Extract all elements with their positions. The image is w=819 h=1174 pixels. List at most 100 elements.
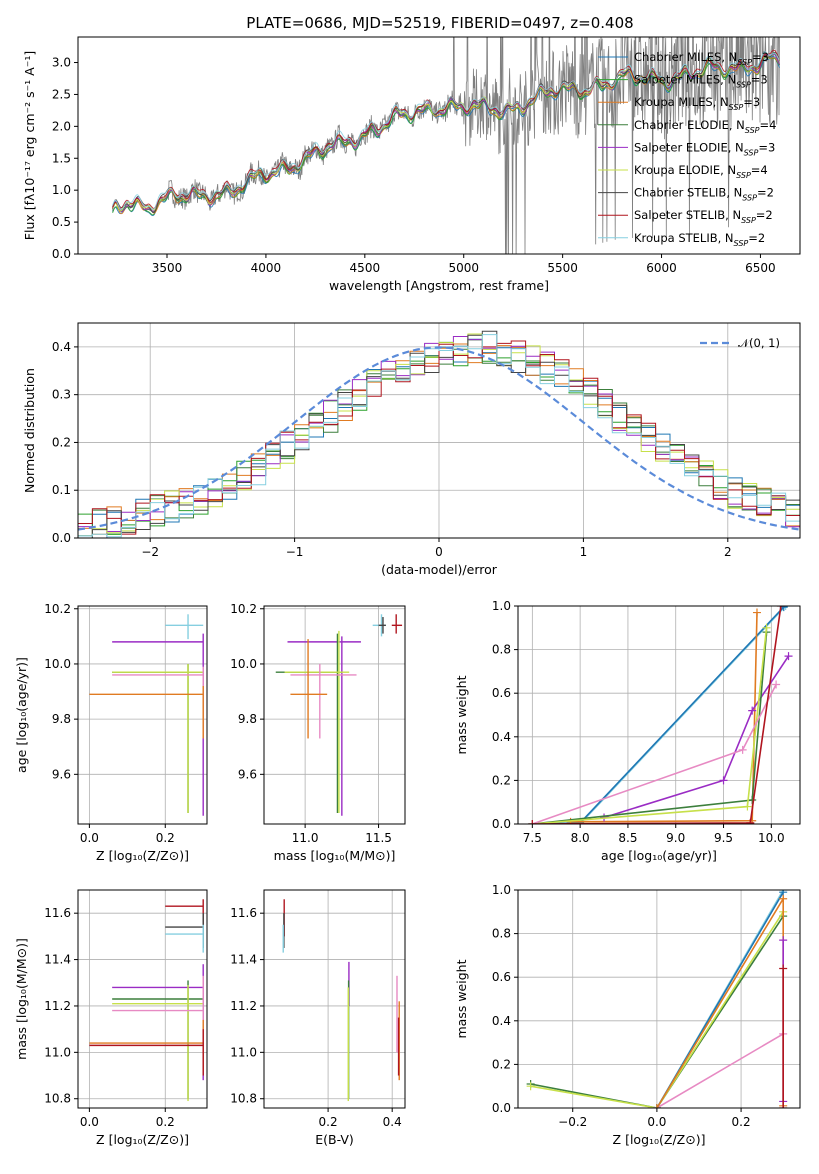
histogram-step — [78, 340, 800, 535]
x-tick-label: 7.5 — [523, 831, 542, 845]
legend-subscript: SSP — [745, 126, 760, 135]
x-tick-label: 3500 — [152, 261, 183, 275]
y-tick-label: 11.2 — [44, 999, 71, 1013]
axes-front: 0.0 0.2 9.6 9.8 10.0 10.2 Z [log₁₀(Z/Z⊙)] age [… — [14, 602, 208, 863]
x-axis-label: mass [log₁₀(M/M⊙)] — [274, 848, 396, 863]
legend-subscript: SSP — [741, 216, 756, 225]
x-tick-label: 2 — [724, 545, 732, 559]
x-axis-label: Z [log₁₀(Z/Z⊙)] — [613, 1132, 706, 1147]
model-spectrum-line — [112, 49, 781, 209]
x-tick-label: 0.4 — [383, 1115, 402, 1129]
histogram-step — [78, 334, 800, 538]
axes-frame — [263, 889, 406, 1109]
y-tick-label: 10.8 — [44, 1092, 71, 1106]
plot-area — [282, 899, 400, 1102]
y-axis-label: age [log₁₀(age/yr)] — [14, 657, 29, 773]
plus-marker — [738, 745, 747, 754]
legend-subscript: SSP — [729, 103, 744, 112]
x-tick-label: 9.5 — [714, 831, 733, 845]
y-tick-label: 1.0 — [492, 883, 511, 897]
x-tick-label: 11.0 — [292, 831, 319, 845]
plot-area — [275, 614, 403, 816]
x-axis-label: Z [log₁₀(Z/Z⊙)] — [96, 848, 189, 863]
mass-weight-line — [532, 632, 768, 824]
legend-suffix: =2 — [756, 208, 773, 222]
y-tick-label: 0.3 — [52, 388, 71, 402]
plus-marker — [781, 606, 790, 610]
x-tick-label: 0.2 — [156, 831, 175, 845]
y-tick-label: 9.6 — [238, 767, 257, 781]
y-tick-label: 0.2 — [492, 1057, 511, 1071]
plot-area — [89, 614, 204, 816]
mass-weight-line — [656, 1033, 784, 1108]
x-tick-label: 11.5 — [365, 831, 392, 845]
observed-spectrum-line — [112, 37, 780, 254]
y-tick-label: 11.0 — [230, 1045, 257, 1059]
y-tick-label: 11.6 — [44, 906, 71, 920]
y-tick-label: 0.4 — [492, 730, 511, 744]
y-tick-label: 1.5 — [52, 151, 71, 165]
axes-frame — [77, 36, 801, 255]
y-tick-label: 10.8 — [230, 1092, 257, 1106]
panel-4: 11.0 11.5 9.6 9.8 10.0 10.2 mass [log₁₀(M/M⊙)] — [230, 602, 406, 863]
x-axis-label: age [log₁₀(age/yr)] — [601, 848, 717, 863]
mass-weight-line — [656, 895, 784, 1108]
plot-area — [78, 330, 800, 538]
mass-weight-line — [532, 606, 785, 824]
plus-marker — [528, 820, 537, 824]
plus-marker — [752, 608, 761, 617]
legend-suffix: =3 — [751, 73, 768, 87]
plus-marker — [719, 776, 728, 785]
x-tick-label: 0.0 — [647, 1115, 666, 1129]
y-tick-label: 9.8 — [238, 712, 257, 726]
y-tick-label: 0.0 — [52, 531, 71, 545]
legend-entry-text: Salpeter STELIB, NSSP=2 — [634, 208, 773, 225]
axes-front: −2 −1 0 1 2 0.0 0.1 0.2 0.3 0.4 (data-model)/error… — [22, 322, 801, 577]
mass-weight-line — [570, 612, 758, 823]
x-axis-label: E(B-V) — [315, 1132, 354, 1147]
y-axis-label: mass weight — [454, 675, 469, 754]
legend-suffix: =3 — [743, 95, 760, 109]
x-axis-label: (data-model)/error — [381, 562, 498, 577]
legend-entry-text: Chabrier MILES, NSSP=3 — [634, 50, 769, 67]
y-tick-label: 0.5 — [52, 215, 71, 229]
x-tick-label: 6000 — [646, 261, 677, 275]
plus-marker — [776, 606, 785, 610]
legend-subscript: SSP — [734, 239, 749, 248]
legend-subscript: SSP — [736, 81, 751, 90]
plot-area — [526, 890, 788, 1108]
legend-entry-text: Salpeter ELODIE, NSSP=3 — [634, 140, 775, 157]
legend-entry-text: Chabrier ELODIE, NSSP=4 — [634, 118, 776, 135]
y-tick-label: 0.6 — [492, 970, 511, 984]
panel-3: 0.0 0.2 9.6 9.8 10.0 10.2 Z [log₁₀(Z/Z⊙)] age [… — [14, 602, 208, 863]
mass-weight-line — [530, 915, 784, 1108]
x-tick-label: 0.0 — [80, 1115, 99, 1129]
axes-front: 7.5 8.0 8.5 9.0 9.5 10.0 0.0 0.2 0.4 0.6 0.8 1.0 age… — [454, 599, 801, 863]
plus-marker — [762, 623, 771, 632]
y-tick-label: 0.6 — [492, 686, 511, 700]
legend-subscript: SSP — [744, 148, 759, 157]
panel-5: 7.5 8.0 8.5 9.0 9.5 10.0 0.0 0.2 0.4 0.6 0.8 1.0 age… — [454, 599, 801, 863]
model-spectrum-line — [112, 51, 780, 210]
y-tick-label: 10.2 — [230, 602, 257, 616]
legend-suffix: =4 — [751, 163, 768, 177]
x-tick-label: 0.2 — [156, 1115, 175, 1129]
x-tick-label: 1 — [580, 545, 588, 559]
mass-weight-line — [532, 684, 777, 824]
y-axis-label: mass weight — [454, 959, 469, 1038]
x-tick-label: 5000 — [448, 261, 479, 275]
normal-curve-line — [78, 346, 800, 531]
y-tick-label: 0.2 — [52, 435, 71, 449]
legend-entry-text: Kroupa ELODIE, NSSP=4 — [634, 163, 768, 180]
legend-entry-text: Chabrier STELIB, NSSP=2 — [634, 186, 774, 203]
panel-1: 3500 4000 4500 5000 5500 6000 6500 0.0 0.5 1.0 1.5… — [22, 36, 801, 293]
legend-suffix: =3 — [758, 140, 775, 154]
legend-suffix: =3 — [752, 50, 769, 64]
legend-subscript: SSP — [737, 58, 752, 67]
x-tick-label: 4500 — [350, 261, 381, 275]
panel-2: −2 −1 0 1 2 0.0 0.1 0.2 0.3 0.4 (data-model)/error… — [22, 322, 801, 577]
y-tick-label: 0.4 — [52, 340, 71, 354]
y-tick-label: 11.4 — [44, 953, 71, 967]
legend-entry-text: 𝒩(0, 1) — [738, 336, 780, 350]
